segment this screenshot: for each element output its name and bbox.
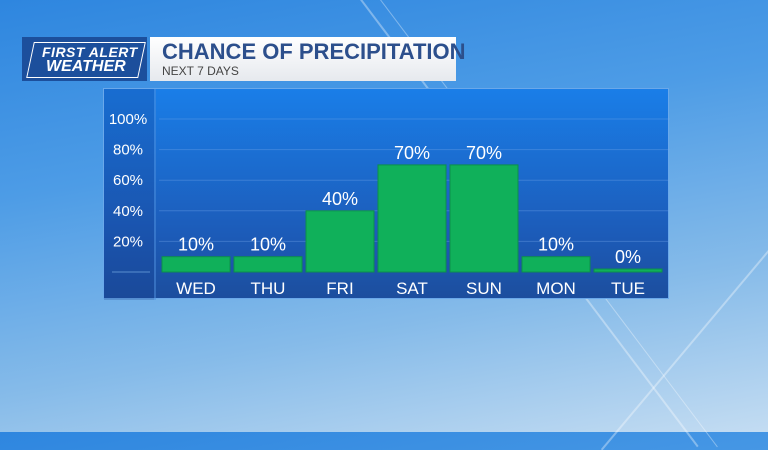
logo-line1: FIRST ALERT — [42, 44, 138, 60]
bar-thu — [233, 256, 303, 273]
day-label-fri: FRI — [326, 279, 353, 298]
value-label-mon: 10% — [538, 235, 574, 255]
bar-mon — [521, 256, 591, 273]
bar-wed — [161, 256, 231, 273]
y-tick-label: 20% — [113, 233, 143, 250]
bar-tue — [593, 268, 663, 273]
logo-line2: WEATHER — [46, 58, 126, 75]
bar-sun — [449, 164, 519, 273]
day-label-sat: SAT — [396, 279, 428, 298]
value-label-wed: 10% — [178, 235, 214, 255]
title-box: CHANCE OF PRECIPITATION NEXT 7 DAYS — [150, 37, 466, 81]
day-label-mon: MON — [536, 279, 576, 298]
chart-subtitle: NEXT 7 DAYS — [162, 64, 239, 78]
y-axis-column — [104, 89, 154, 300]
value-label-sat: 70% — [394, 143, 430, 163]
day-label-tue: TUE — [611, 279, 645, 298]
bar-chart: 20% 40% 60% 80% 100% 10% WED 10% THU 40% FRI 70% SAT… — [104, 89, 670, 300]
y-tick-label: 80% — [113, 142, 143, 159]
value-label-thu: 10% — [250, 235, 286, 255]
chart-panel: 20% 40% 60% 80% 100% 10% WED 10% THU 40% FRI 70% SAT… — [103, 88, 670, 300]
value-label-tue: 0% — [615, 247, 641, 267]
value-label-fri: 40% — [322, 189, 358, 209]
y-tick-label: 40% — [113, 203, 143, 220]
y-tick-label: 100% — [109, 111, 147, 128]
day-label-wed: WED — [176, 279, 216, 298]
day-label-thu: THU — [251, 279, 286, 298]
value-label-sun: 70% — [466, 143, 502, 163]
bar-fri — [305, 210, 375, 273]
chart-title: CHANCE OF PRECIPITATION — [162, 39, 466, 64]
bar-sat — [377, 164, 447, 273]
day-label-sun: SUN — [466, 279, 502, 298]
first-alert-weather-logo: FIRST ALERT WEATHER — [22, 37, 147, 81]
y-tick-label: 60% — [113, 172, 143, 189]
